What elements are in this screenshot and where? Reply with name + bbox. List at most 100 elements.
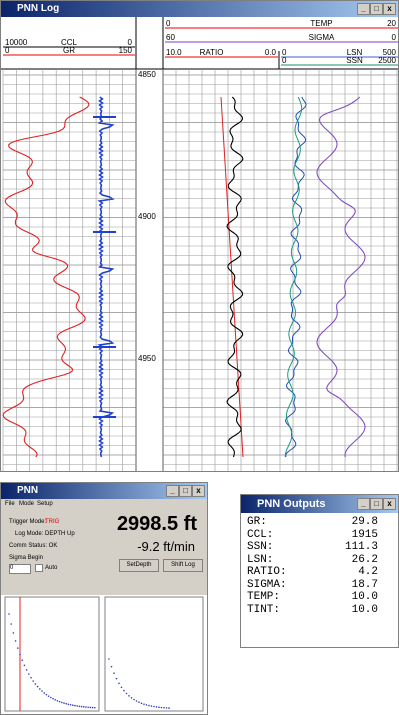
output-label: SIGMA: xyxy=(247,578,287,591)
header-max: 150 xyxy=(119,46,133,55)
scatter-dot xyxy=(34,683,37,685)
scatter-dot xyxy=(123,689,125,692)
title-bar: PNN Outputs _ □ x xyxy=(241,495,398,513)
output-value: 10.0 xyxy=(351,603,378,616)
scatter-dot xyxy=(67,703,70,706)
close[interactable]: x xyxy=(383,498,396,510)
output-label: RATIO: xyxy=(247,566,287,578)
menu-item[interactable]: Mode xyxy=(19,501,35,507)
output-value: 26.2 xyxy=(351,553,378,566)
header-min: 60 xyxy=(166,33,175,42)
scatter-dot xyxy=(155,706,158,708)
log-curve xyxy=(226,96,244,458)
header-max: 0 xyxy=(392,33,397,42)
scatter-dot xyxy=(125,692,128,695)
minimize[interactable]: _ xyxy=(357,3,370,15)
output-value: 1915 xyxy=(351,528,378,541)
header-min: 0 xyxy=(5,46,10,55)
scatter-dot xyxy=(153,705,155,708)
header-min: 10.0 xyxy=(166,48,182,57)
header-min: 0 xyxy=(166,19,171,28)
input[interactable]: 0 xyxy=(9,564,31,574)
scatter-dot xyxy=(163,706,165,709)
scatter-dot xyxy=(25,669,28,671)
scatter-dot xyxy=(10,623,12,625)
output-value: 29.8 xyxy=(351,516,378,528)
label: Trigger Mode: xyxy=(9,519,47,525)
scatter-dot xyxy=(168,707,170,709)
close[interactable]: x xyxy=(383,3,396,15)
outputs-table: GR: 29.8 CCL: 1915 SSN: 111.3 LSN: 26.2 RATIO: 4.… xyxy=(241,513,398,616)
header-max: 2500 xyxy=(378,56,396,65)
header-name: TEMP xyxy=(310,19,332,28)
scatter-dot xyxy=(8,613,10,615)
output-row: RATIO: 4.2 xyxy=(247,566,378,579)
scatter-dot xyxy=(52,697,54,700)
scatter-dot xyxy=(63,702,65,704)
scatter-dot xyxy=(133,698,135,701)
button[interactable]: SetDepth xyxy=(119,559,159,572)
scatter-dot xyxy=(50,696,52,699)
close[interactable]: x xyxy=(192,485,205,497)
scatter-dot xyxy=(65,702,67,705)
output-row: SIGMA: 18.7 xyxy=(247,579,378,592)
log-window: PNN Log _ □ x 10000 CCL 0 0 GR 150 0 TEMP 20 60 SI… xyxy=(0,0,399,472)
output-value: 4.2 xyxy=(358,566,378,578)
minimize[interactable]: _ xyxy=(357,498,370,510)
menu-item[interactable]: Setup xyxy=(37,501,53,507)
output-row: SSN: 111.3 xyxy=(247,541,378,554)
output-label: CCL: xyxy=(247,528,274,541)
minimize[interactable]: _ xyxy=(166,485,179,497)
speed: -9.2 ft/min xyxy=(137,539,195,554)
output-row: CCL: 1915 xyxy=(247,529,378,542)
header-max: 20 xyxy=(387,19,396,28)
scatter-dot xyxy=(85,706,87,708)
scatter-dot xyxy=(54,698,56,701)
header-max: 0 xyxy=(128,38,133,47)
title-bar: PNN Log _ □ x xyxy=(1,1,398,17)
header-name: SSN xyxy=(346,56,363,65)
maximize[interactable]: □ xyxy=(179,485,192,497)
scatter-dot xyxy=(58,700,61,703)
scatter-dot xyxy=(110,665,113,668)
scatter-dot xyxy=(115,677,118,680)
scatter-dot xyxy=(160,706,163,709)
title: PNN xyxy=(17,485,39,496)
value: TRIG xyxy=(45,519,60,525)
scatter-dot xyxy=(43,692,45,694)
plot-frame xyxy=(104,596,204,712)
menu-item[interactable]: File xyxy=(5,501,15,507)
scatter-dot xyxy=(56,699,59,702)
scatter-dot xyxy=(76,705,78,707)
depth-label: 4850 xyxy=(138,70,156,79)
output-label: GR: xyxy=(247,516,267,528)
output-label: TINT: xyxy=(247,603,281,616)
log-curve xyxy=(284,96,303,458)
output-row: LSN: 26.2 xyxy=(247,554,378,567)
output-value: 18.7 xyxy=(351,578,378,591)
maximize[interactable]: □ xyxy=(370,3,383,15)
scatter-dot xyxy=(61,701,63,704)
ratio-curve xyxy=(220,96,244,458)
scatter-dot xyxy=(23,664,26,667)
scatter-dot xyxy=(91,706,94,709)
header-name: GR xyxy=(63,46,75,55)
scatter-dot xyxy=(118,682,120,685)
button[interactable]: Shift Log xyxy=(163,559,203,572)
scatter-dot xyxy=(150,705,153,707)
header-name: CCL xyxy=(61,38,78,47)
scatter-dot xyxy=(39,688,41,690)
scatter-dot xyxy=(148,704,150,707)
depth-label: 4900 xyxy=(138,212,156,221)
checkbox[interactable] xyxy=(35,564,43,572)
scatter-dot xyxy=(21,659,24,662)
maximize[interactable]: □ xyxy=(370,498,383,510)
scatter-dot xyxy=(19,653,21,656)
scatter-dot xyxy=(74,704,76,707)
control-window: PNN _ □ x File Mode Setup Trigger Mode: … xyxy=(0,482,208,715)
scatter-dot xyxy=(30,676,32,679)
scatter-dot xyxy=(78,705,81,708)
header-name: SIGMA xyxy=(309,33,335,42)
scatter-dot xyxy=(80,705,83,708)
